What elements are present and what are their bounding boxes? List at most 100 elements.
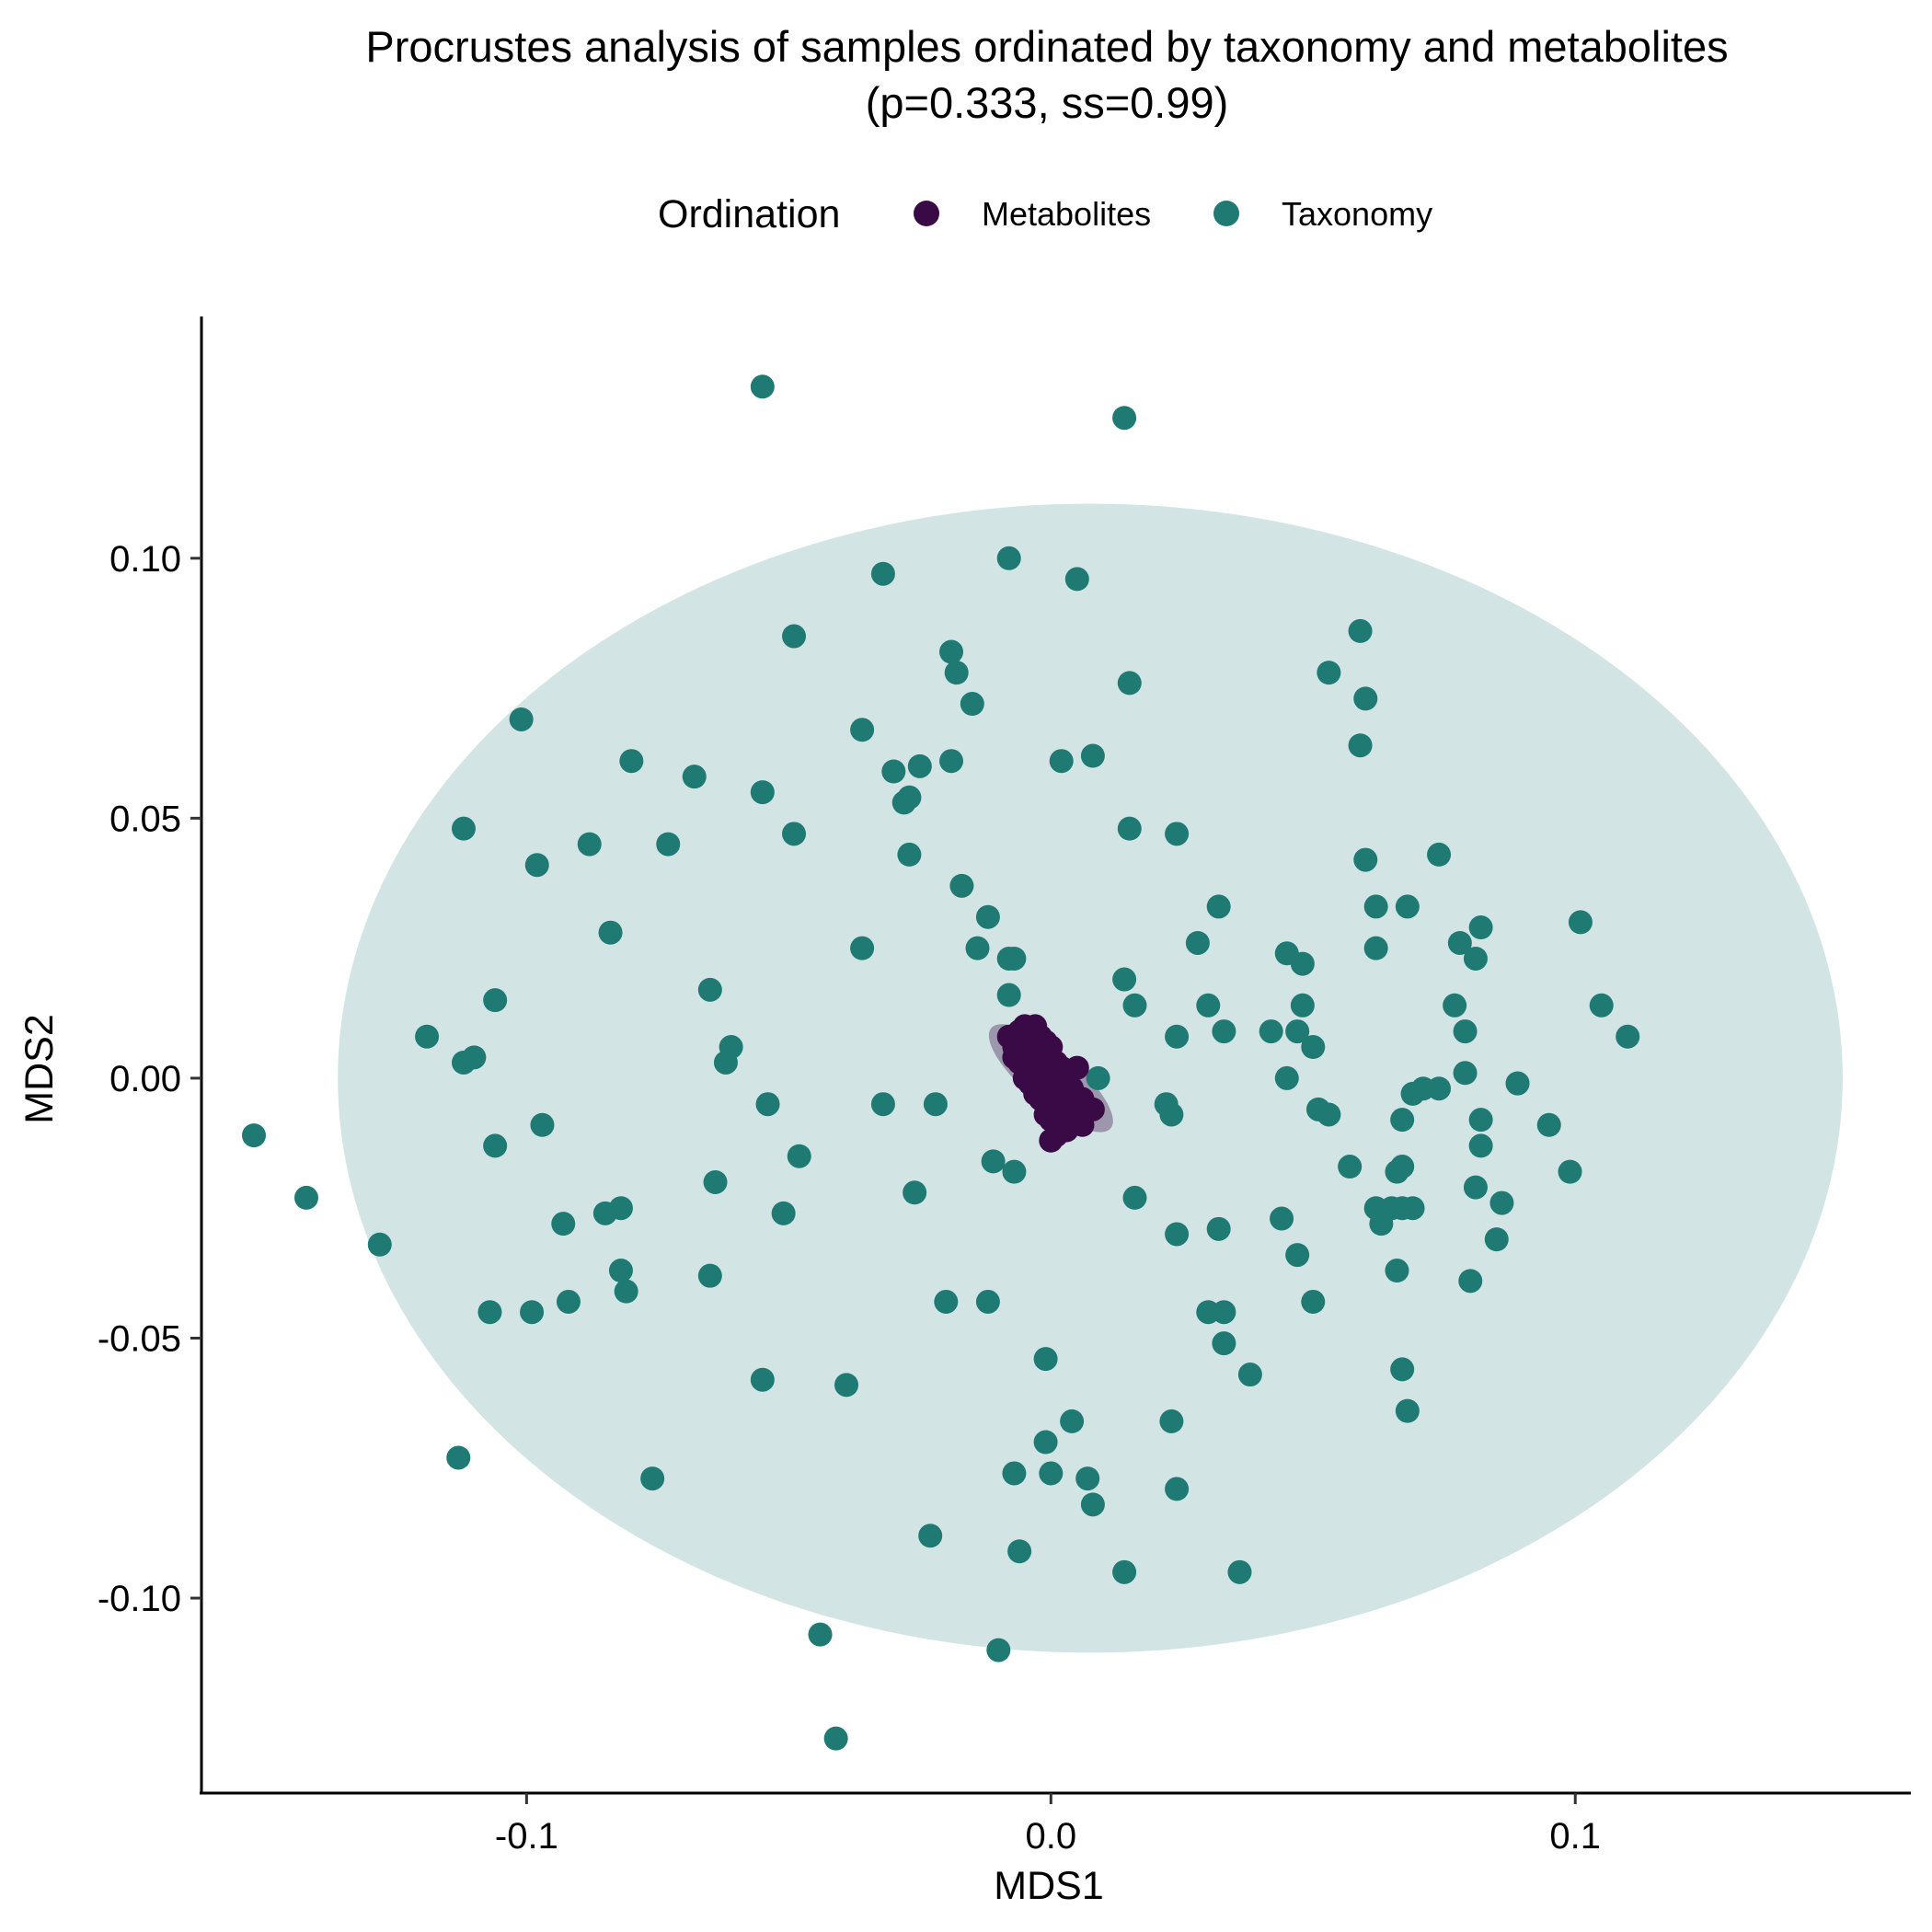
axes [200,316,1911,1795]
chart-title: Procrustes analysis of samples ordinated… [365,22,1728,71]
taxonomy-point [1363,936,1388,960]
y-tick-label: 0.10 [109,539,181,580]
taxonomy-point [608,1196,633,1221]
taxonomy-point [1122,1185,1147,1210]
taxonomy-point [1049,749,1074,774]
taxonomy-point [1274,1065,1299,1090]
taxonomy-point [782,822,807,846]
taxonomy-point [1227,1559,1252,1584]
chart-subtitle: (p=0.333, ss=0.99) [866,78,1229,127]
taxonomy-point [1489,1190,1514,1215]
taxonomy-point [834,1373,859,1397]
taxonomy-point [1212,1300,1236,1325]
taxonomy-point [1212,1331,1236,1356]
taxonomy-point [614,1279,638,1304]
taxonomy-point [981,1149,1006,1174]
taxonomy-point [703,1169,728,1194]
taxonomy-point [823,1726,848,1751]
taxonomy-point [1348,618,1373,643]
taxonomy-point [1468,915,1493,940]
taxonomy-point [944,661,969,685]
taxonomy-point [1206,1216,1231,1241]
taxonomy-point [1317,1102,1341,1127]
taxonomy-point [1165,1024,1190,1049]
taxonomy-point [1338,1155,1363,1179]
taxonomy-point [462,1045,487,1070]
taxonomy-point [483,988,508,1013]
taxonomy-point [509,707,534,731]
taxonomy-point [1453,1019,1478,1044]
taxonomy-point [881,759,906,784]
taxonomy-point [1165,1477,1190,1501]
taxonomy-point [551,1212,576,1236]
taxonomy-point [556,1289,581,1314]
taxonomy-point [939,639,964,664]
taxonomy-point [1112,967,1137,992]
taxonomy-point [520,1300,545,1325]
taxonomy-point [577,832,602,857]
taxonomy-point [1112,406,1137,431]
y-tick-label: -0.10 [98,1579,181,1619]
taxonomy-point [897,842,922,867]
taxonomy-point [1259,1019,1283,1044]
taxonomy-point [1290,951,1315,976]
taxonomy-point [1290,993,1315,1018]
taxonomy-point [1400,1196,1425,1221]
taxonomy-point [1353,686,1378,711]
taxonomy-point [713,1050,738,1075]
taxonomy-point [1060,1409,1085,1433]
taxonomy-point [483,1133,508,1158]
taxonomy-point [1616,1024,1640,1049]
taxonomy-point [1505,1071,1530,1096]
taxonomy-point [996,983,1021,1007]
taxonomy-point [1002,946,1027,971]
taxonomy-point [787,1144,811,1168]
taxonomy-point [367,1232,392,1257]
legend-key-metabolites [914,201,939,226]
taxonomy-point [1196,993,1221,1018]
taxonomy-point [241,1123,266,1148]
taxonomy-point [1301,1289,1326,1314]
taxonomy-point [782,624,807,649]
taxonomy-point [923,1092,948,1117]
taxonomy-point [1443,993,1467,1018]
taxonomy-point [975,1289,1000,1314]
taxonomy-point [1589,993,1614,1018]
taxonomy-point [1568,910,1593,935]
taxonomy-point [934,1289,959,1314]
taxonomy-point [1002,1159,1027,1184]
taxonomy-point [750,1367,775,1392]
legend: Ordination Metabolites Taxonomy [658,192,1432,236]
taxonomy-point [1080,743,1105,768]
taxonomy-point [1458,1269,1483,1294]
legend-key-taxonomy [1213,201,1239,226]
taxonomy-point [939,749,964,774]
taxonomy-point [524,853,549,878]
taxonomy-point [1033,1347,1058,1372]
taxonomy-point [1395,1398,1420,1423]
data-points [241,374,1640,1751]
taxonomy-point [1007,1539,1032,1564]
taxonomy-point [1447,930,1472,955]
metabolites-point [1054,1118,1079,1143]
taxonomy-point [293,1185,318,1210]
taxonomy-point [918,1524,943,1548]
x-tick-label: 0.0 [1025,1816,1076,1857]
taxonomy-point [619,749,644,774]
taxonomy-point [1117,671,1142,696]
axis-ticks: -0.1 0.0 0.1 0.10 0.05 0.00 -0.05 -0.10 [98,539,1601,1857]
y-tick-label: -0.05 [98,1319,181,1360]
taxonomy-point [1112,1559,1137,1584]
taxonomy-point [755,1092,780,1117]
taxonomy-point [850,936,875,960]
legend-title: Ordination [658,192,840,236]
taxonomy-point [1484,1227,1509,1252]
taxonomy-point [850,718,875,742]
legend-label-metabolites: Metabolites [982,195,1151,233]
taxonomy-point [1206,894,1231,919]
taxonomy-point [1080,1492,1105,1517]
taxonomy-point [1395,894,1420,919]
taxonomy-point [1285,1019,1310,1044]
taxonomy-point [1468,1108,1493,1133]
taxonomy-point [1086,1065,1110,1090]
